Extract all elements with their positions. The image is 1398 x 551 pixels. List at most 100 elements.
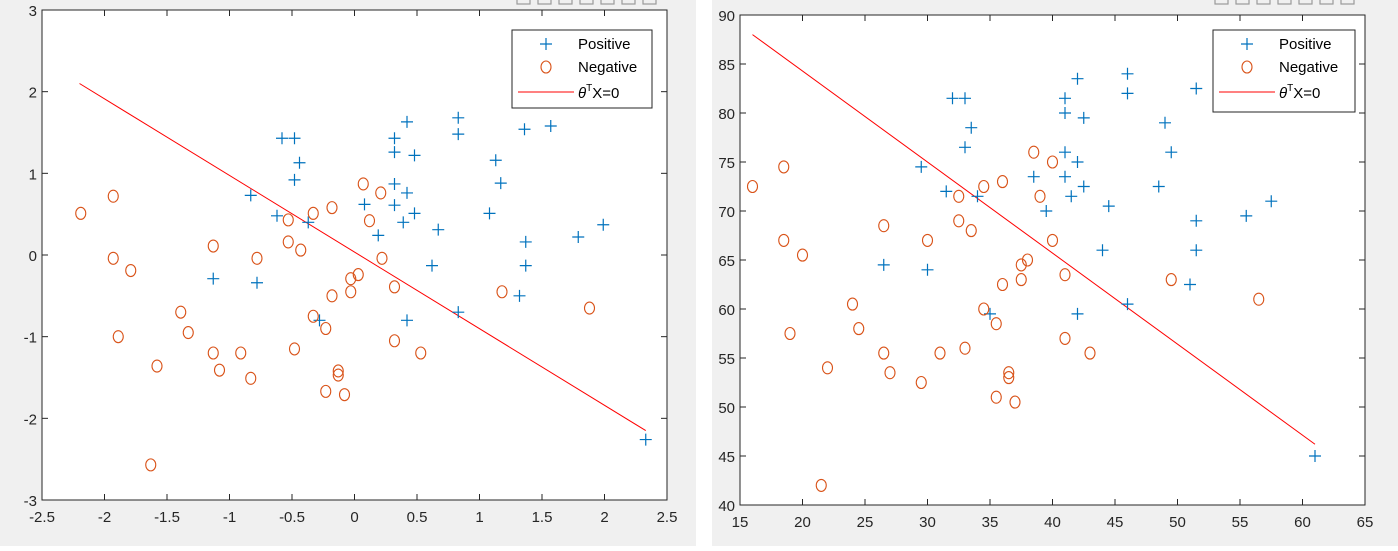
positive-point	[408, 149, 421, 162]
y-tick-label: 55	[718, 351, 735, 368]
negative-point	[388, 280, 401, 294]
positive-point	[401, 115, 413, 128]
negative-point	[388, 334, 401, 348]
positive-point	[288, 132, 301, 145]
x-tick-label: 0.5	[407, 509, 428, 526]
toolbar-icon	[1277, 0, 1292, 5]
negative-point	[213, 363, 226, 377]
toolbar-icon	[621, 0, 636, 5]
toolbar-icon	[1235, 0, 1250, 5]
negative-point	[853, 322, 865, 336]
negative-point	[746, 179, 759, 194]
negative-point	[125, 263, 137, 278]
y-tick-label: 40	[718, 498, 735, 515]
positive-point	[1152, 180, 1165, 193]
negative-point	[996, 175, 1009, 189]
positive-point	[1165, 146, 1178, 159]
negative-point	[953, 214, 965, 228]
decision-boundary-line	[79, 83, 647, 432]
positive-point	[877, 258, 890, 271]
positive-point	[1190, 82, 1203, 95]
negative-point	[784, 326, 796, 341]
y-tick-label: 85	[718, 57, 735, 74]
y-tick-label: 75	[718, 155, 735, 172]
negative-point	[175, 305, 187, 319]
positive-point	[1309, 450, 1321, 462]
y-tick-label: 90	[718, 8, 735, 25]
negative-point	[245, 371, 257, 385]
negative-point	[251, 251, 263, 265]
negative-point	[332, 364, 344, 378]
toolbar-icon	[1214, 0, 1229, 5]
negative-point	[376, 251, 388, 265]
x-tick-label: 40	[1044, 514, 1061, 531]
positive-point	[288, 173, 301, 186]
x-tick-label: -0.5	[279, 509, 305, 526]
negative-point	[182, 326, 194, 340]
x-tick-label: 60	[1294, 514, 1311, 531]
positive-point	[1265, 195, 1278, 208]
x-tick-label: 30	[919, 514, 936, 531]
negative-point	[345, 272, 357, 286]
positive-point	[313, 314, 326, 327]
positive-point	[302, 216, 315, 229]
legend: Positive Negative θTX=0	[511, 29, 653, 109]
positive-point	[946, 92, 959, 105]
negative-point	[1059, 268, 1071, 282]
y-tick-label: 2	[29, 85, 37, 102]
legend-boundary-label: θTX=0	[1279, 83, 1320, 102]
positive-point	[489, 154, 502, 167]
negative-point	[357, 177, 369, 191]
positive-point	[513, 289, 526, 302]
x-tick-label: 0	[350, 509, 358, 526]
positive-point	[572, 231, 585, 244]
toolbar-icon	[1256, 0, 1271, 5]
transpose-superscript: T	[586, 83, 592, 94]
toolbar-icon	[1298, 0, 1313, 5]
positive-point	[597, 218, 610, 231]
positive-point	[401, 314, 413, 327]
positive-point	[940, 185, 953, 198]
positive-point	[388, 132, 401, 145]
negative-point	[1015, 273, 1027, 287]
toolbar-icon	[642, 0, 657, 5]
legend-boundary-label: θTX=0	[578, 83, 619, 102]
negative-point	[1021, 253, 1034, 267]
positive-point	[639, 433, 652, 446]
negative-point	[778, 233, 790, 247]
x-tick-label: 55	[1232, 514, 1249, 531]
decision-boundary-line	[752, 34, 1316, 445]
negative-point	[320, 321, 332, 336]
negative-point	[151, 359, 163, 373]
positive-point	[1190, 214, 1203, 227]
legend-positive-marker	[1241, 38, 1253, 50]
positive-point	[1190, 244, 1203, 257]
negative-point	[996, 277, 1009, 292]
y-tick-label: 65	[718, 253, 735, 270]
negative-point	[282, 213, 294, 227]
negative-point	[207, 239, 219, 253]
figure-right: 15 20 25 30 35 40 45 50 55 60 65 40 45 50 55 60 65 70 75 80…	[712, 0, 1398, 546]
positive-point	[483, 207, 496, 220]
positive-point	[959, 92, 971, 105]
x-tick-label: 1	[475, 509, 483, 526]
legend-positive-marker	[540, 38, 552, 50]
negative-point	[821, 361, 834, 375]
y-tick-label: -2	[24, 411, 37, 428]
negative-point	[375, 186, 387, 200]
positive-point	[1065, 190, 1078, 203]
positive-point	[452, 306, 465, 319]
negative-point	[778, 160, 790, 174]
negative-point	[915, 375, 927, 390]
legend-negative-marker	[540, 60, 552, 74]
negative-point	[338, 388, 351, 402]
positive-point	[452, 128, 465, 141]
x-tick-label: 1.5	[532, 509, 553, 526]
positive-point	[1121, 87, 1134, 100]
negative-point	[112, 330, 124, 344]
legend-positive-label: Positive	[578, 36, 631, 53]
positive-point	[397, 216, 410, 229]
negative-point	[352, 268, 364, 282]
positive-point	[1071, 307, 1084, 320]
positive-point	[432, 223, 445, 236]
